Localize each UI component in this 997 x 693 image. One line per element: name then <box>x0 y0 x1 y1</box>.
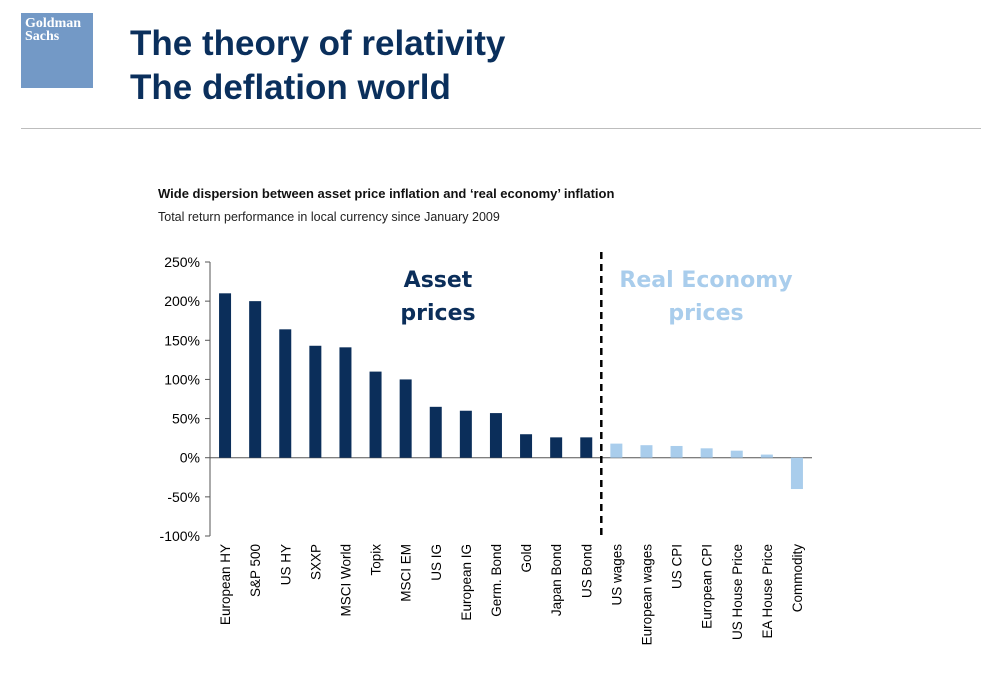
asset-prices-label-line-2: prices <box>400 301 475 326</box>
bar <box>339 347 352 458</box>
bar <box>459 410 472 458</box>
x-tick-label: US IG <box>429 544 444 581</box>
x-tick-label: SXXP <box>308 544 323 580</box>
x-tick-label: European CPI <box>700 544 715 629</box>
x-tick-label: MSCI EM <box>399 544 414 602</box>
x-tick-label: Germ. Bond <box>489 544 504 617</box>
logo-line-1: Goldman <box>25 16 82 31</box>
bar <box>369 371 382 458</box>
y-tick-label: 100% <box>164 371 200 387</box>
bar <box>760 454 773 458</box>
x-tick-label: Topix <box>369 544 384 576</box>
bar <box>580 437 593 458</box>
asset-prices-label-line-1: Asset <box>404 268 473 293</box>
bar <box>550 437 563 458</box>
x-tick-label: US wages <box>609 544 624 606</box>
page-title: The theory of relativity The deflation w… <box>130 22 505 110</box>
y-tick-label: 200% <box>164 293 200 309</box>
x-tick-label: European HY <box>218 544 233 625</box>
bar <box>790 457 803 490</box>
y-tick-label: 150% <box>164 332 200 348</box>
real-economy-label-line-2: prices <box>668 301 743 326</box>
goldman-sachs-logo: Goldman Sachs <box>21 13 93 88</box>
y-tick-label: 0% <box>180 450 200 466</box>
y-tick-label: -50% <box>167 489 200 505</box>
real-economy-label-line-1: Real Economy <box>619 268 792 293</box>
y-tick-label: 250% <box>164 254 200 270</box>
chart-subtitle: Total return performance in local curren… <box>158 210 500 224</box>
y-tick-label: 50% <box>172 411 200 427</box>
x-tick-label: US House Price <box>730 544 745 640</box>
bar <box>279 329 292 458</box>
x-tick-label: US CPI <box>670 544 685 589</box>
x-tick-label: US HY <box>278 544 293 585</box>
bar <box>489 413 502 458</box>
header-divider <box>21 128 981 129</box>
bar <box>640 445 653 458</box>
chart-title: Wide dispersion between asset price infl… <box>158 186 615 201</box>
logo-line-2: Sachs <box>25 29 60 44</box>
bar <box>730 450 743 458</box>
bar <box>670 445 683 458</box>
bar <box>399 379 412 458</box>
x-tick-label: Japan Bond <box>549 544 564 616</box>
title-line-2: The deflation world <box>130 68 451 107</box>
bar <box>309 345 322 458</box>
x-tick-label: European IG <box>459 544 474 621</box>
bar <box>429 406 442 458</box>
bar <box>610 443 623 458</box>
x-tick-label: European wages <box>639 544 654 646</box>
title-line-1: The theory of relativity <box>130 24 506 63</box>
y-tick-label: -100% <box>160 528 200 544</box>
bar <box>219 293 232 458</box>
x-tick-label: US Bond <box>579 544 594 598</box>
x-tick-label: Gold <box>519 544 534 573</box>
bar <box>700 448 713 458</box>
bar <box>520 434 533 458</box>
x-tick-label: MSCI World <box>338 544 353 617</box>
x-tick-label: S&P 500 <box>248 544 263 597</box>
bar <box>249 301 262 458</box>
x-tick-label: EA House Price <box>760 544 775 639</box>
x-tick-label: Commodity <box>790 544 805 613</box>
